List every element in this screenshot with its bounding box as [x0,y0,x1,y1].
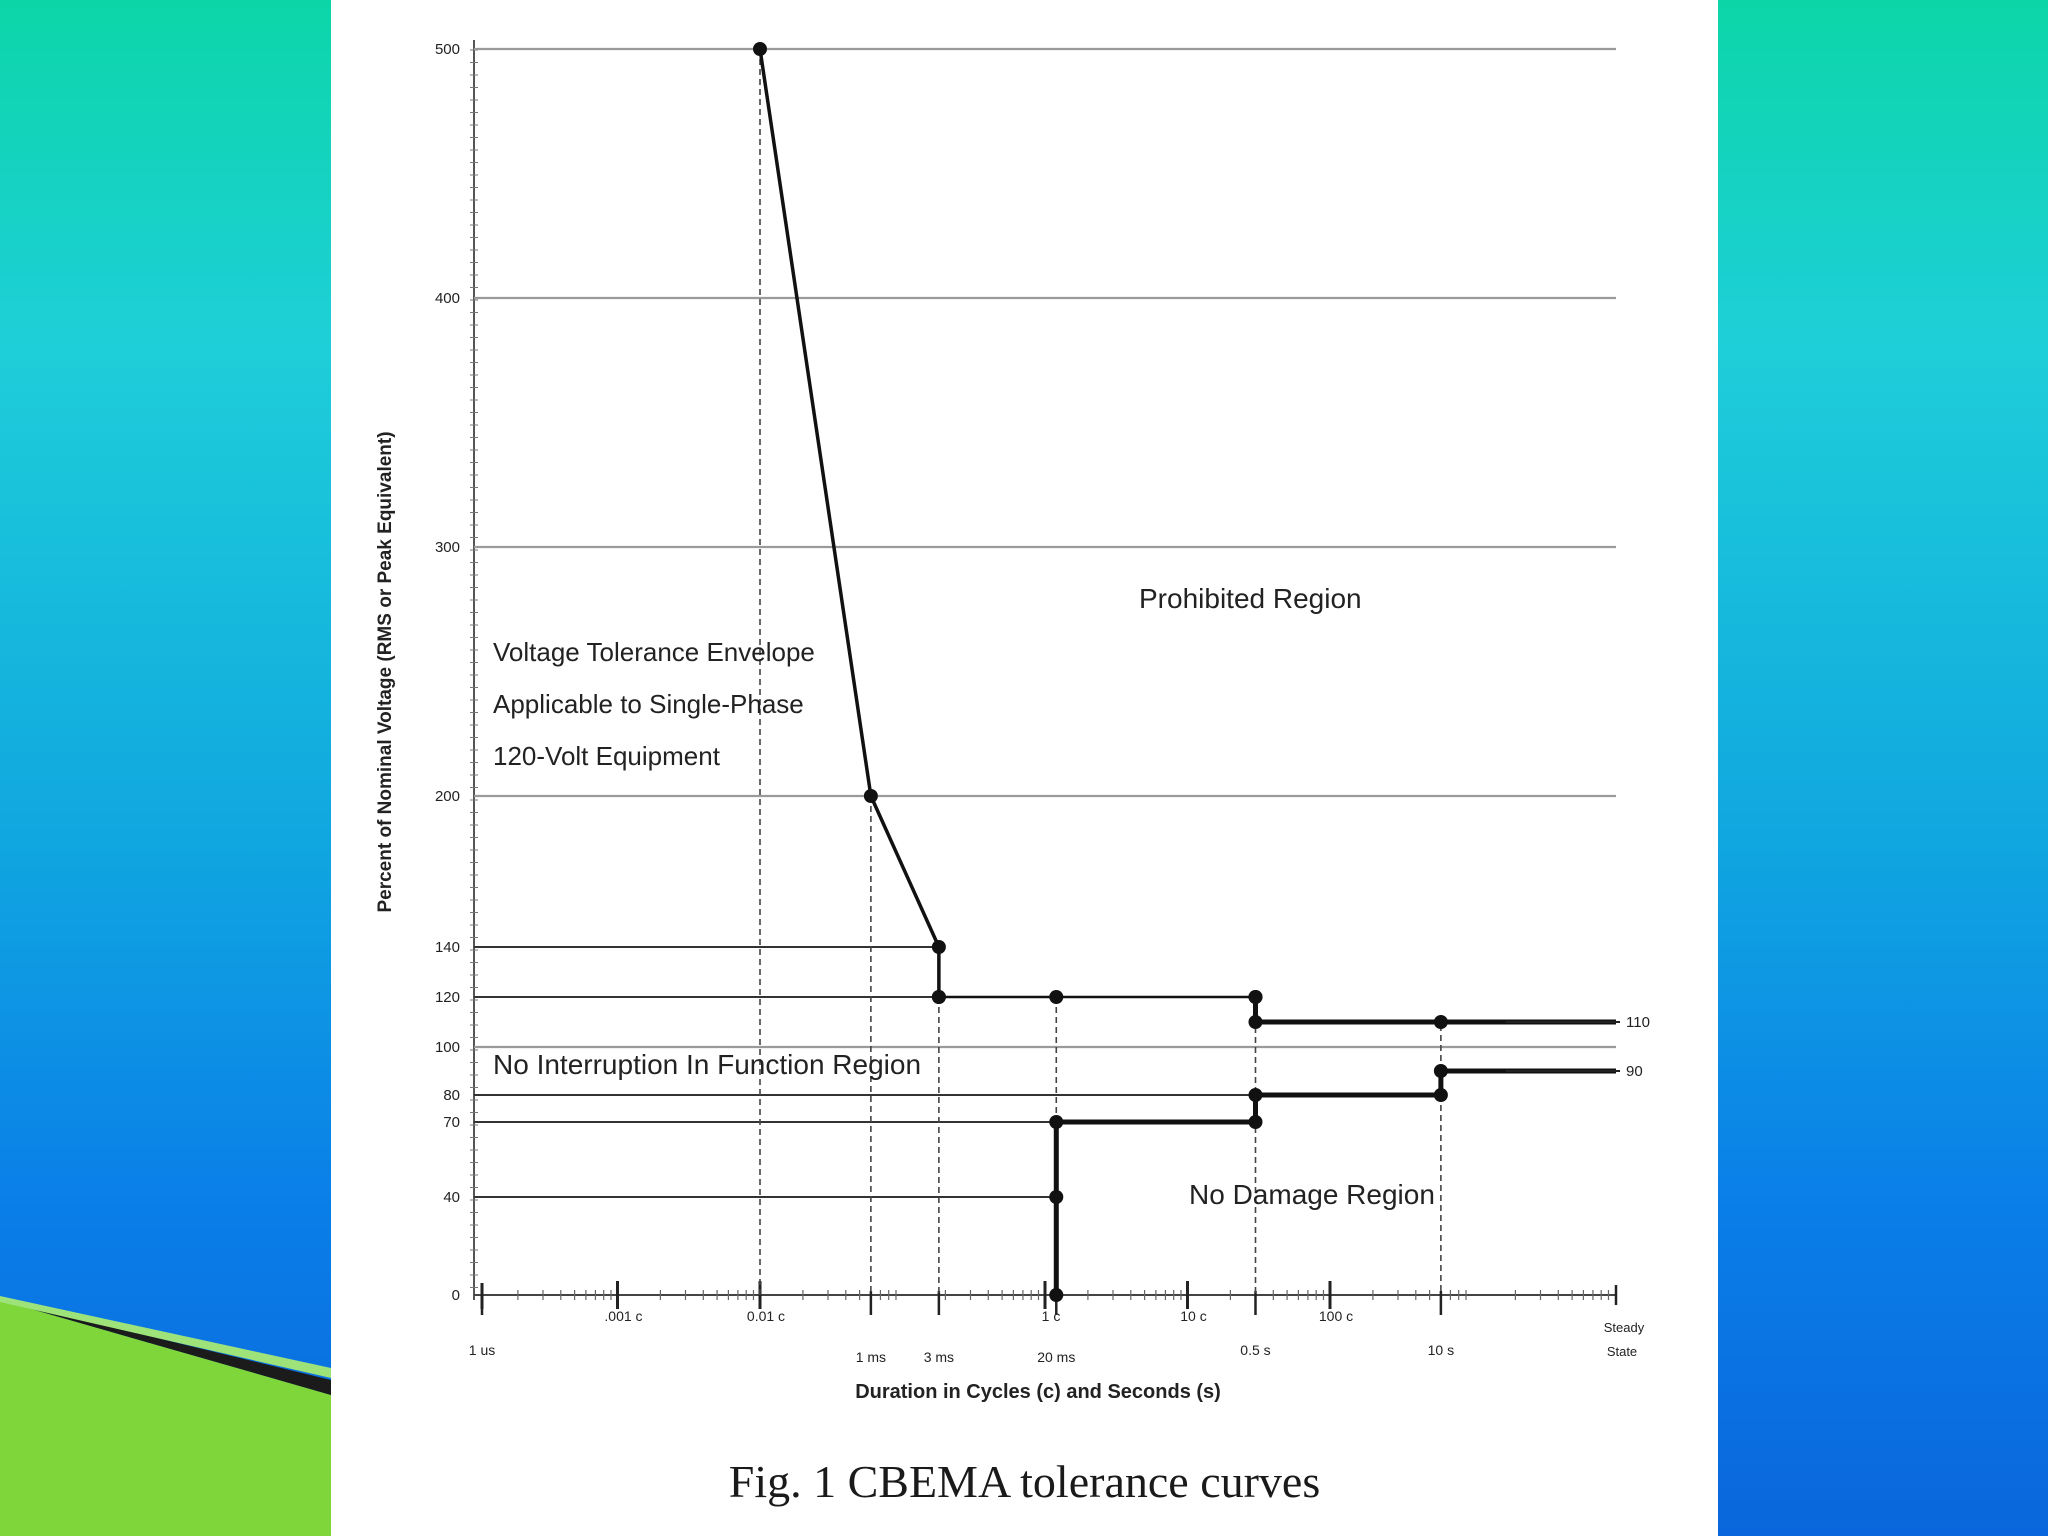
steady-label-1: Steady [1604,1320,1645,1335]
x-top-label: .001 c [604,1308,642,1324]
y-tick-label-40: 40 [443,1189,460,1206]
upper-curve-flat-point [931,990,946,1004]
figure-caption: Fig. 1 CBEMA tolerance curves [728,1456,1321,1507]
x-bottom-label: 10 s [1428,1342,1454,1358]
upper-curve-step-point [1433,1015,1448,1029]
upper-curve-line [758,48,941,997]
lower-curve-line-point [1049,1115,1064,1129]
x-bottom-label: 1 us [469,1342,495,1358]
upper-curve-line-point [753,42,767,56]
y-tick-label-140: 140 [435,939,460,956]
no-interruption-region-label: No Interruption In Function Region [493,1049,921,1080]
upper-curve-line-point [931,940,946,954]
x-bottom-label: 0.5 s [1240,1342,1270,1358]
upper-curve-step-point [1248,1015,1263,1029]
x-axis-title: Duration in Cycles (c) and Seconds (s) [855,1381,1221,1403]
right-label-110: 110 [1626,1014,1650,1031]
envelope-label-line-3: 120-Volt Equipment [493,741,721,771]
lower-curve-line-point [1248,1088,1263,1102]
x-bottom-label: 20 ms [1037,1349,1075,1365]
y-tick-label-100: 100 [435,1039,460,1056]
envelope-label-line-2: Applicable to Single-Phase [493,689,804,719]
x-bottom-label: 3 ms [924,1349,954,1365]
y-tick-label-70: 70 [443,1114,460,1131]
y-tick-label-80: 80 [443,1087,460,1104]
prohibited-region-label: Prohibited Region [1139,583,1362,614]
x-bottom-label: 1 ms [856,1349,886,1365]
lower-curve-line-point [1049,1288,1064,1302]
lower-curve-line-point [1049,1190,1064,1204]
lower-curve-line-point [1248,1115,1263,1129]
y-tick-label-120: 120 [435,989,460,1006]
y-axis-title: Percent of Nominal Voltage (RMS or Peak … [375,431,396,912]
y-tick-label-0: 0 [452,1287,460,1304]
upper-curve-line-point [863,789,878,803]
cbema-plot: 0 40 70 80 100 120 140 200 300 400 500 .001 c 0.01 c… [375,40,1650,1403]
y-tick-label-400: 400 [435,290,460,307]
y-tick-label-200: 200 [435,788,460,805]
x-top-label: 0.01 c [747,1308,785,1324]
lower-curve-line-point [1433,1088,1448,1102]
cbema-chart-panel: 0 40 70 80 100 120 140 200 300 400 500 .001 c 0.01 c… [331,0,1718,1536]
x-top-label: 1 c [1042,1308,1061,1324]
upper-curve-flat-point [1049,990,1064,1004]
y-tick-label-500: 500 [435,41,460,58]
steady-label-2: State [1607,1344,1637,1359]
envelope-label-line-1: Voltage Tolerance Envelope [493,637,815,667]
upper-curve-step-point [1248,990,1263,1004]
x-top-label: 10 c [1180,1308,1206,1324]
y-tick-label-300: 300 [435,539,460,556]
no-damage-region-label: No Damage Region [1189,1179,1435,1210]
right-label-90: 90 [1626,1063,1643,1080]
lower-curve-line-point [1433,1064,1448,1078]
x-top-label: 100 c [1319,1308,1353,1324]
